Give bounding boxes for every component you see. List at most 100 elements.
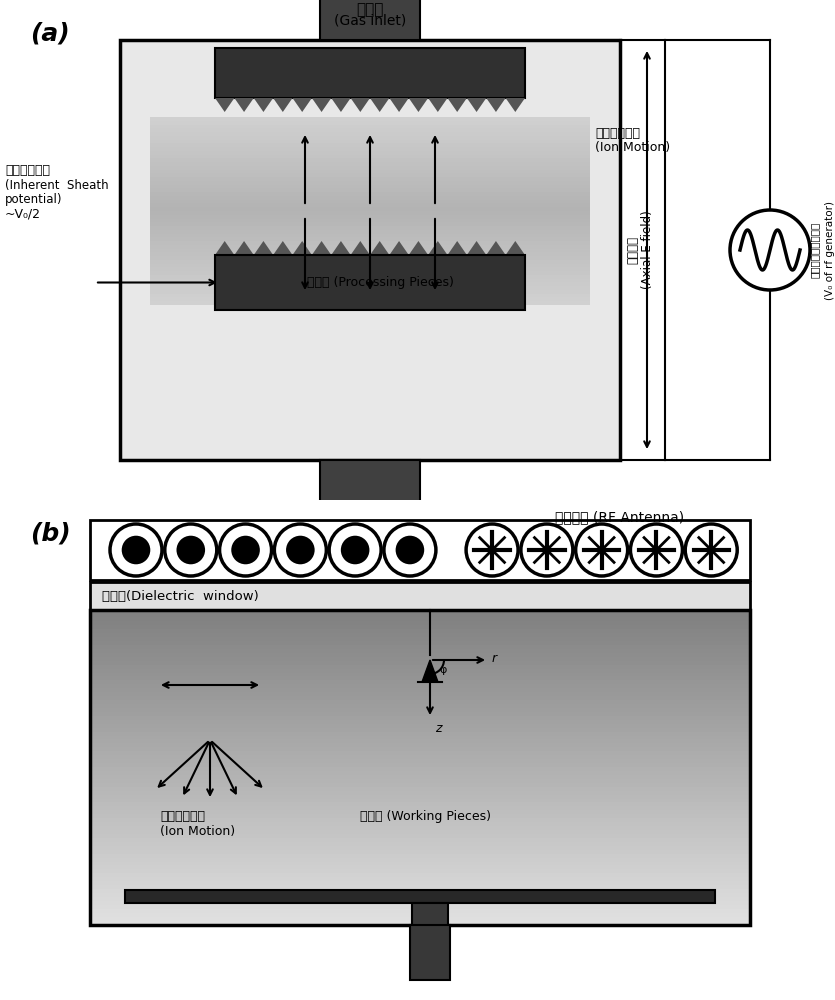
Bar: [150, 233, 590, 237]
Bar: [320, 460, 420, 525]
Bar: [150, 116, 590, 121]
Bar: [90, 720, 750, 724]
Bar: [90, 889, 750, 894]
Bar: [90, 779, 750, 783]
Polygon shape: [273, 241, 292, 255]
Bar: [90, 669, 750, 673]
Text: (Ion Motion): (Ion Motion): [595, 141, 671, 154]
Bar: [90, 755, 750, 760]
Bar: [90, 791, 750, 795]
Bar: [90, 736, 750, 740]
Bar: [150, 207, 590, 211]
Bar: [150, 274, 590, 279]
Text: (a): (a): [30, 22, 69, 46]
Bar: [90, 672, 750, 677]
Bar: [150, 259, 590, 264]
Bar: [90, 913, 750, 917]
Polygon shape: [312, 98, 331, 112]
Circle shape: [220, 524, 271, 576]
Text: (Inherent  Sheath: (Inherent Sheath: [5, 180, 109, 192]
Circle shape: [396, 536, 424, 564]
Bar: [90, 621, 750, 626]
Bar: [90, 877, 750, 882]
Bar: [90, 747, 750, 752]
Bar: [150, 289, 590, 294]
Bar: [90, 865, 750, 870]
Bar: [150, 278, 590, 282]
Text: z: z: [435, 722, 442, 735]
Bar: [150, 158, 590, 162]
Bar: [90, 649, 750, 653]
Bar: [90, 901, 750, 905]
Polygon shape: [422, 660, 438, 682]
Polygon shape: [351, 98, 370, 112]
Bar: [308, 511, 432, 525]
Bar: [150, 263, 590, 267]
Text: ~V₀/2: ~V₀/2: [5, 208, 41, 221]
Bar: [90, 842, 750, 846]
Bar: [150, 293, 590, 297]
Bar: [90, 704, 750, 708]
Bar: [90, 520, 750, 580]
Polygon shape: [409, 98, 428, 112]
Circle shape: [466, 524, 518, 576]
Circle shape: [110, 524, 162, 576]
Bar: [90, 783, 750, 787]
Polygon shape: [370, 241, 389, 255]
Bar: [215, 255, 525, 310]
Text: 样品架 (Processing Pieces): 样品架 (Processing Pieces): [306, 276, 453, 289]
Text: (Axial E field): (Axial E field): [640, 211, 654, 289]
Bar: [90, 814, 750, 819]
Polygon shape: [506, 98, 525, 112]
Bar: [150, 301, 590, 305]
Bar: [150, 199, 590, 203]
Bar: [90, 680, 750, 685]
Bar: [150, 180, 590, 185]
Bar: [150, 248, 590, 252]
Bar: [150, 177, 590, 181]
Bar: [90, 613, 750, 618]
Bar: [150, 165, 590, 170]
Bar: [125, 890, 715, 903]
Polygon shape: [331, 241, 351, 255]
Polygon shape: [428, 98, 448, 112]
Polygon shape: [351, 241, 370, 255]
Circle shape: [384, 524, 436, 576]
Bar: [90, 684, 750, 689]
Text: 进气口: 进气口: [357, 2, 384, 17]
Bar: [150, 147, 590, 151]
Text: 离子运动方向: 离子运动方向: [160, 810, 205, 823]
Polygon shape: [215, 241, 235, 255]
Bar: [90, 617, 750, 622]
Polygon shape: [273, 98, 292, 112]
Bar: [90, 676, 750, 681]
Circle shape: [329, 524, 381, 576]
Bar: [90, 838, 750, 842]
Bar: [150, 203, 590, 207]
Text: 样品架 (Working Pieces): 样品架 (Working Pieces): [360, 810, 491, 823]
Bar: [90, 661, 750, 665]
Bar: [90, 728, 750, 732]
Bar: [150, 162, 590, 166]
Bar: [90, 767, 750, 771]
Polygon shape: [486, 98, 506, 112]
Polygon shape: [292, 241, 312, 255]
Bar: [90, 921, 750, 925]
Bar: [90, 637, 750, 642]
Circle shape: [176, 536, 205, 564]
Bar: [90, 861, 750, 866]
Polygon shape: [467, 241, 486, 255]
Circle shape: [231, 536, 260, 564]
Bar: [90, 743, 750, 748]
Bar: [150, 173, 590, 177]
Bar: [90, 665, 750, 669]
Circle shape: [275, 524, 326, 576]
Bar: [150, 252, 590, 256]
Bar: [150, 267, 590, 271]
Polygon shape: [467, 98, 486, 112]
Bar: [90, 787, 750, 791]
Bar: [90, 582, 750, 610]
Bar: [150, 286, 590, 290]
Bar: [90, 629, 750, 634]
Bar: [90, 724, 750, 728]
